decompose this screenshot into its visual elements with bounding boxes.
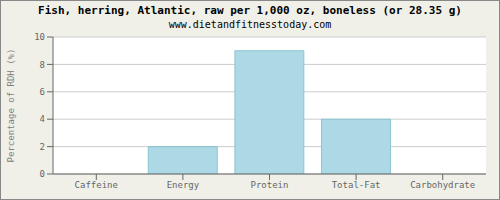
svg-text:Percentage of RDH (%): Percentage of RDH (%) <box>8 49 16 163</box>
svg-text:0: 0 <box>40 169 45 179</box>
svg-text:4: 4 <box>40 114 45 124</box>
svg-text:Caffeine: Caffeine <box>75 180 118 190</box>
svg-text:8: 8 <box>40 60 45 70</box>
svg-text:Protein: Protein <box>251 180 289 190</box>
svg-text:Carbohydrate: Carbohydrate <box>410 180 475 190</box>
svg-text:Total-Fat: Total-Fat <box>332 180 381 190</box>
svg-text:6: 6 <box>40 87 45 97</box>
html-text:www.dietandfitnesstoday.com: www.dietandfitnesstoday.com <box>168 19 332 30</box>
svg-text:10: 10 <box>34 32 45 42</box>
svg-text:Energy: Energy <box>167 180 200 190</box>
svg-text:2: 2 <box>40 142 45 152</box>
html-text:Fish, herring, Atlantic, raw p: Fish, herring, Atlantic, raw per 1,000 o… <box>38 4 462 17</box>
